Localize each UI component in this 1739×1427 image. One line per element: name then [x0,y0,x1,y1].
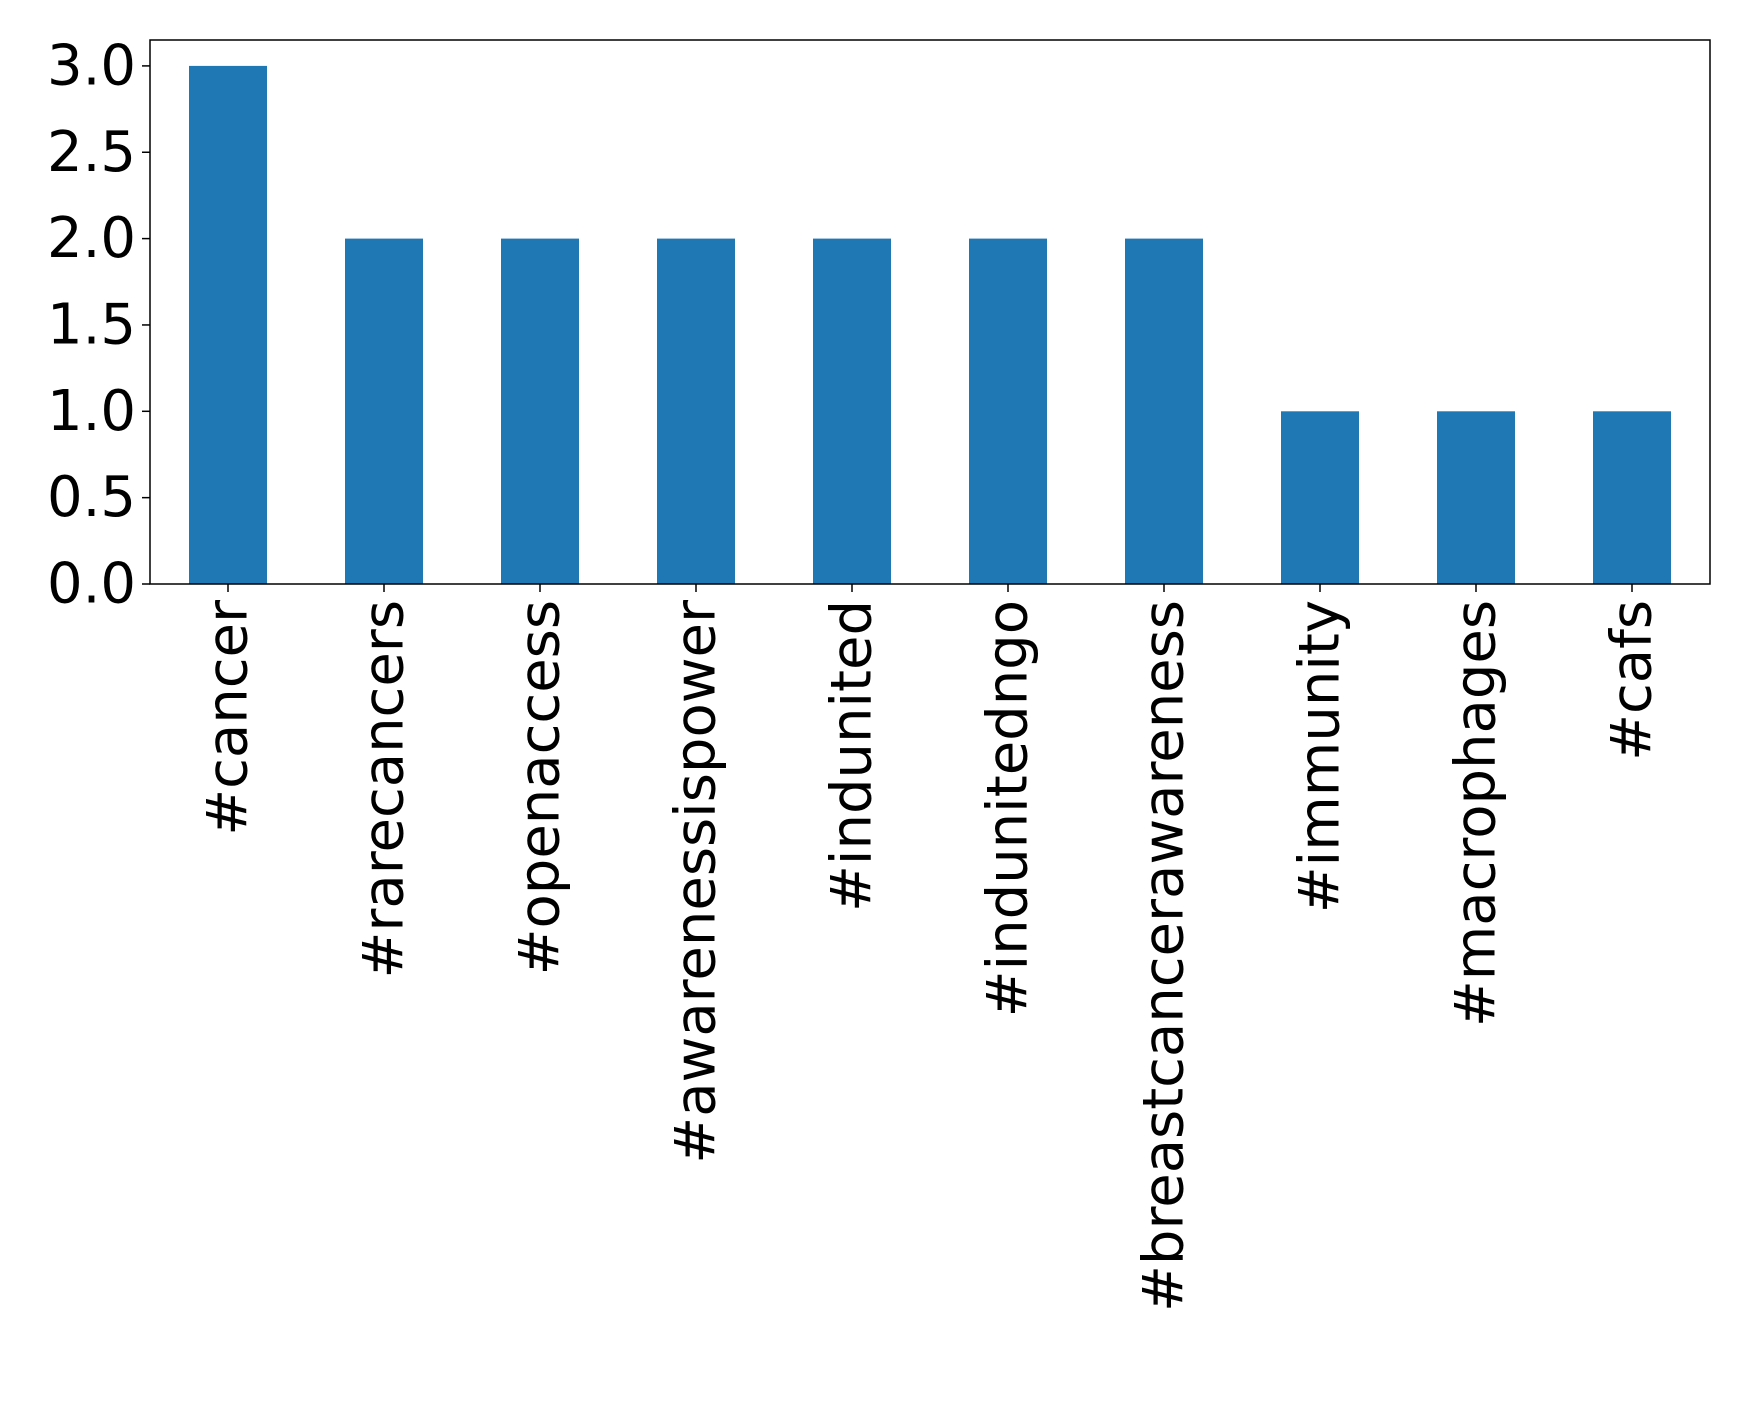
y-tick-label: 1.0 [47,379,136,444]
x-tick-label: #rarecancers [352,600,417,979]
x-tick-label: #macrophages [1444,600,1509,1027]
bar-breastcancerawareness [1125,238,1203,584]
bar-immunity [1281,411,1359,584]
bar-indunitedngo [969,238,1047,584]
x-tick-label: #openaccess [508,600,573,975]
bar-openaccess [501,238,579,584]
x-tick-label: #cancer [196,599,261,836]
bar-cancer [189,65,267,584]
y-tick-label: 0.5 [47,465,136,530]
bar-macrophages [1437,411,1515,584]
y-tick-label: 0.0 [47,552,136,617]
bar-rarecancers [345,238,423,584]
x-tick-label: #immunity [1288,600,1353,913]
plot-frame [149,39,1711,585]
x-tick-label: #indunitedngo [976,600,1041,1017]
y-tick-label: 3.0 [47,33,136,98]
x-tick-label: #indunited [820,600,885,912]
x-tick-label: #cafs [1600,600,1665,761]
y-tick-label: 2.5 [47,120,136,185]
bar-awarenessispower [657,238,735,584]
x-axis: #cancer #rarecancers #openaccess #awareness… [196,584,1665,1312]
y-axis: 0.0 0.5 1.0 1.5 2.0 2.5 3.0 [47,33,150,617]
bar-cafs [1593,411,1671,584]
x-tick-label: #breastcancerawareness [1132,600,1197,1312]
bars-layer [189,65,1671,584]
y-tick-label: 1.5 [47,292,136,357]
y-tick-label: 2.0 [47,206,136,271]
bar-indunited [813,238,891,584]
x-tick-label: #awarenessispower [664,599,729,1164]
